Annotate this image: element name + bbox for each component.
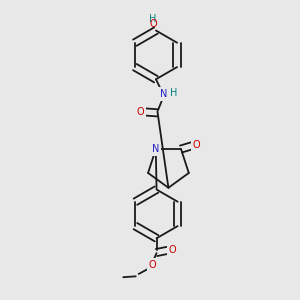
Text: N: N: [160, 89, 167, 99]
Text: H: H: [149, 14, 157, 24]
Text: N: N: [152, 144, 160, 154]
Text: O: O: [137, 107, 145, 117]
Text: O: O: [169, 244, 176, 255]
Text: O: O: [148, 260, 156, 270]
Text: O: O: [193, 140, 200, 150]
Text: O: O: [149, 19, 157, 29]
Text: H: H: [170, 88, 177, 98]
